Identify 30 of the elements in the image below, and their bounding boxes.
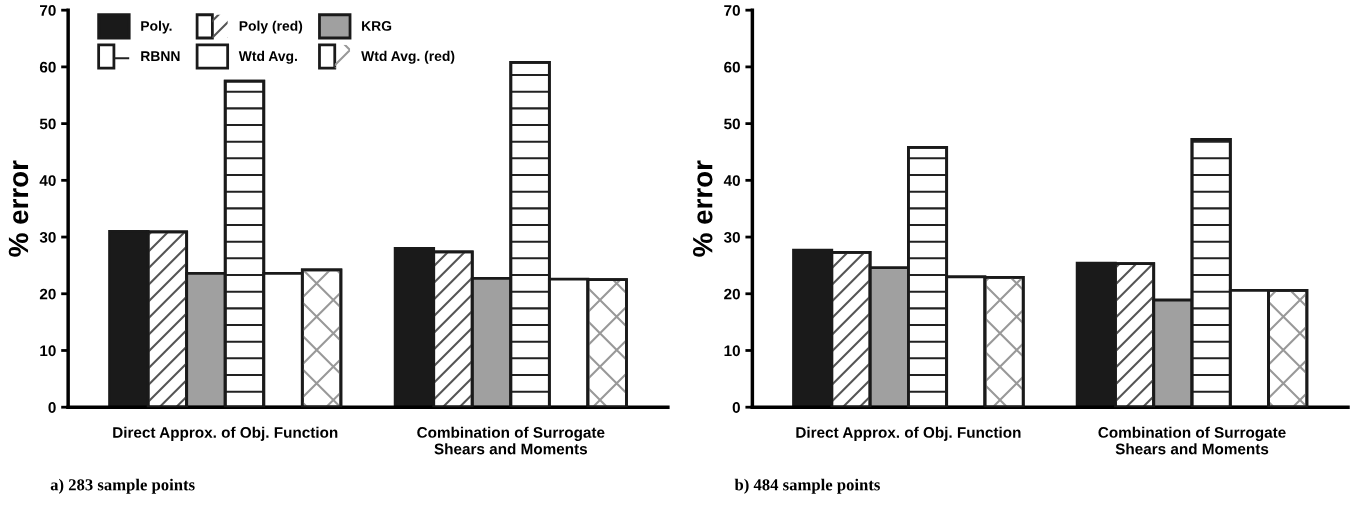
legend-label: RBNN [141, 51, 180, 61]
x-tick-label: Combination of Surrogate Shears and Moments [417, 426, 605, 455]
legend-label: Poly. [141, 20, 172, 34]
y-tick-label: 0 [732, 402, 740, 413]
y-tick-label: 20 [39, 288, 56, 300]
y-tick-label: 70 [724, 5, 740, 16]
legend-label: Wtd Avg. (red) [361, 50, 455, 64]
x-tick-label: Direct Approx. of Obj. Function [796, 426, 1021, 441]
y-tick-label: 70 [40, 5, 56, 16]
y-tick-label: 10 [724, 345, 740, 357]
y-axis-title: % error [692, 160, 713, 257]
y-axis-title: % error [8, 160, 29, 257]
y-tick-label: 40 [39, 175, 56, 187]
legend-label: KRG [362, 21, 392, 31]
y-tick-label: 50 [39, 118, 56, 130]
y-tick-label: 40 [723, 175, 740, 187]
text: b) 484 sample points [734, 478, 880, 494]
y-tick-label: 30 [39, 231, 56, 243]
x-tick-label: Direct Approx. of Obj. Function [113, 426, 338, 441]
y-tick-label: 0 [48, 402, 56, 413]
y-tick-label: 60 [39, 61, 56, 73]
x-tick-label: Combination of Surrogate Shears and Moments [1098, 426, 1286, 455]
y-tick-label: 60 [724, 61, 740, 73]
y-tick-label: 20 [724, 288, 740, 300]
y-tick-label: 30 [723, 231, 740, 243]
y-tick-label: 10 [40, 345, 56, 357]
text: a) 283 sample points [50, 478, 195, 494]
legend-label: Poly (red) [239, 20, 303, 34]
y-tick-label: 50 [724, 118, 740, 130]
legend-label: Wtd Avg. [238, 50, 297, 64]
